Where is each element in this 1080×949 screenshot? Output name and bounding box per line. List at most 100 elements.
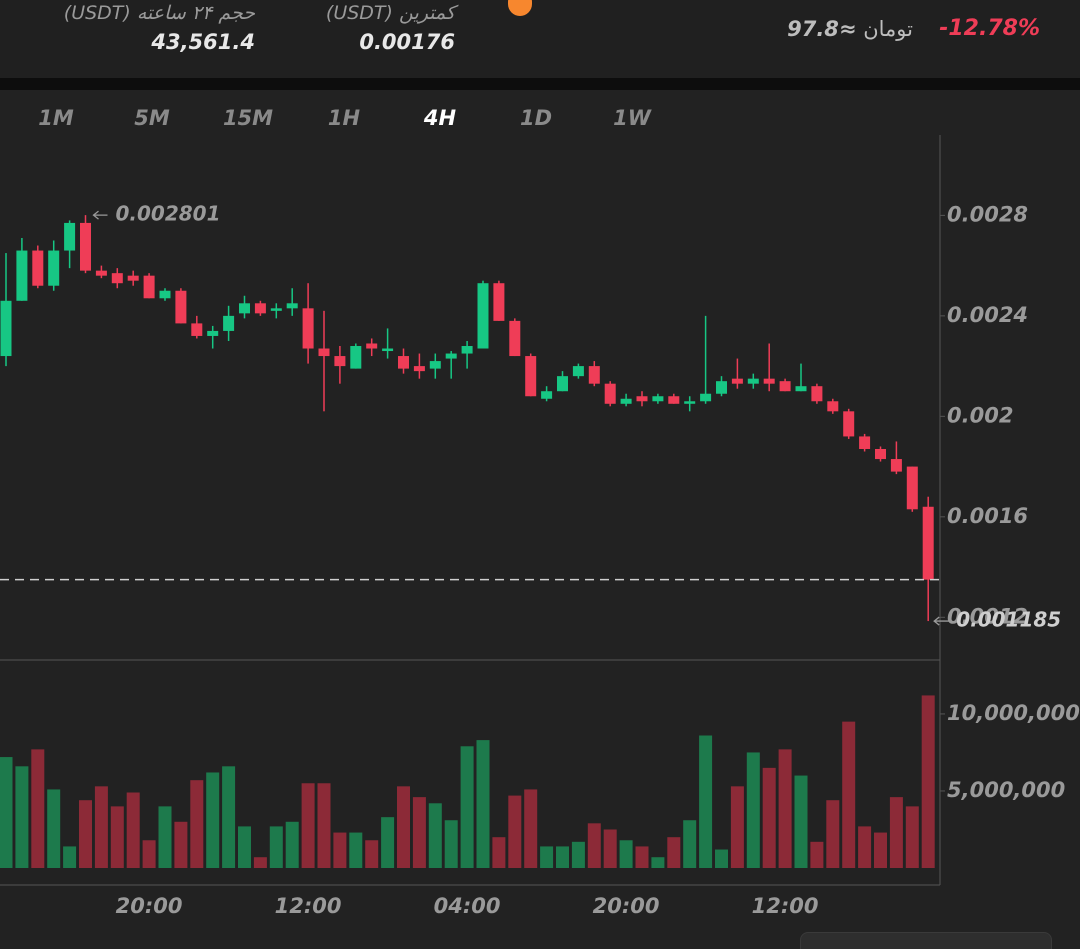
candle-body: [95, 270, 107, 276]
y-tick-label: 0.0024: [947, 303, 1028, 327]
volume-bar: [921, 695, 935, 868]
volume-bar: [540, 846, 554, 868]
volume-bar: [556, 846, 569, 868]
volume-bar: [715, 849, 728, 868]
price-change: -12.78%: [939, 16, 1040, 41]
volume-bar: [746, 752, 760, 868]
candle-body: [493, 283, 505, 321]
volume-bar: [365, 840, 379, 868]
volume-bar: [285, 821, 299, 868]
volume-bar: [47, 789, 61, 868]
status-dot: [508, 0, 532, 16]
volume-bar: [778, 749, 792, 868]
candle-body: [413, 366, 425, 372]
low-label: کمترین (USDT): [325, 2, 455, 24]
x-tick-label: 04:00: [434, 894, 501, 918]
volume-tick-label: 5,000,000: [947, 778, 1065, 802]
low-arrow: [933, 616, 953, 626]
volume-bar: [0, 757, 13, 868]
volume-bar: [571, 841, 585, 868]
volume-bar: [699, 735, 713, 868]
candle-body: [588, 366, 600, 384]
candle-body: [32, 250, 44, 286]
x-tick-label: 20:00: [593, 894, 660, 918]
candle-body: [0, 300, 12, 357]
candle-body: [684, 401, 696, 404]
candle-body: [16, 250, 28, 301]
volume-bar: [651, 857, 665, 868]
candle-body: [716, 381, 727, 394]
candle-body: [843, 411, 855, 437]
candle-body: [477, 283, 489, 349]
volume-bar: [858, 826, 872, 868]
candle-body: [731, 378, 743, 384]
volume-label: حجم ۲۴ ساعته (USDT): [63, 2, 255, 24]
timeframe-tab[interactable]: 1H: [328, 106, 361, 130]
candle-body: [652, 396, 664, 402]
volume-bar: [381, 817, 395, 868]
toman-price: تومان ≈97.8: [787, 17, 913, 41]
y-tick-label: 0.0028: [947, 202, 1028, 226]
volume-bar: [110, 806, 124, 868]
timeframe-tab[interactable]: 4H: [423, 106, 457, 130]
candle-body: [398, 356, 409, 369]
volume-bar: [301, 783, 315, 868]
volume-bar: [206, 772, 220, 868]
candle-body: [207, 330, 219, 336]
candle-body: [668, 396, 680, 404]
timeframe-tab[interactable]: 5M: [134, 106, 170, 130]
candle-body: [875, 448, 886, 460]
volume-bar: [444, 820, 458, 868]
volume-bar: [269, 826, 283, 868]
volume-bar: [31, 749, 45, 868]
volume-bar: [508, 795, 522, 868]
volume-bar: [428, 803, 442, 868]
timeframe-tab[interactable]: 1W: [613, 106, 652, 130]
candle-body: [159, 290, 171, 299]
candle-body: [700, 393, 712, 402]
timeframe-tab[interactable]: 1D: [520, 106, 552, 130]
candle-body: [302, 308, 314, 349]
low-label: 0.001185: [956, 608, 1061, 632]
candle-body: [636, 396, 648, 402]
candle-body: [286, 303, 298, 309]
candle-body: [366, 343, 378, 349]
candle-body: [747, 378, 759, 384]
candle-body: [254, 303, 266, 314]
candle-body: [461, 346, 473, 354]
candle-body: [270, 308, 282, 311]
candle-body: [859, 436, 871, 449]
volume-bar: [492, 837, 506, 868]
volume-bar: [683, 820, 697, 868]
candle-body: [811, 386, 823, 402]
candle-body: [525, 356, 537, 397]
volume-bar: [412, 797, 426, 868]
volume-bar: [94, 786, 108, 868]
timeframe-tab[interactable]: 1M: [38, 106, 74, 130]
timeframe-tab[interactable]: 15M: [223, 106, 273, 130]
volume-bar: [238, 826, 251, 868]
bottom-button[interactable]: [800, 932, 1052, 949]
volume-bar: [174, 821, 188, 868]
volume-bar: [15, 766, 29, 868]
candle-body: [795, 386, 807, 392]
volume-bar: [222, 766, 236, 868]
y-tick-label: 0.002: [947, 403, 1013, 427]
candle-body: [48, 250, 60, 286]
candle-body: [509, 320, 521, 357]
volume-bar: [619, 840, 633, 868]
volume-bar: [587, 823, 601, 868]
volume-bar: [63, 846, 77, 868]
candle-body: [223, 315, 235, 331]
volume-bar: [126, 792, 140, 868]
volume-bar: [333, 832, 347, 868]
volume-bar: [603, 829, 617, 868]
candle-body: [239, 303, 250, 314]
candle-body: [779, 381, 791, 392]
x-tick-label: 12:00: [752, 894, 819, 918]
volume-bar: [524, 789, 538, 868]
volume-bar: [794, 775, 808, 868]
volume-bar: [476, 740, 490, 868]
candle-body: [922, 506, 934, 580]
